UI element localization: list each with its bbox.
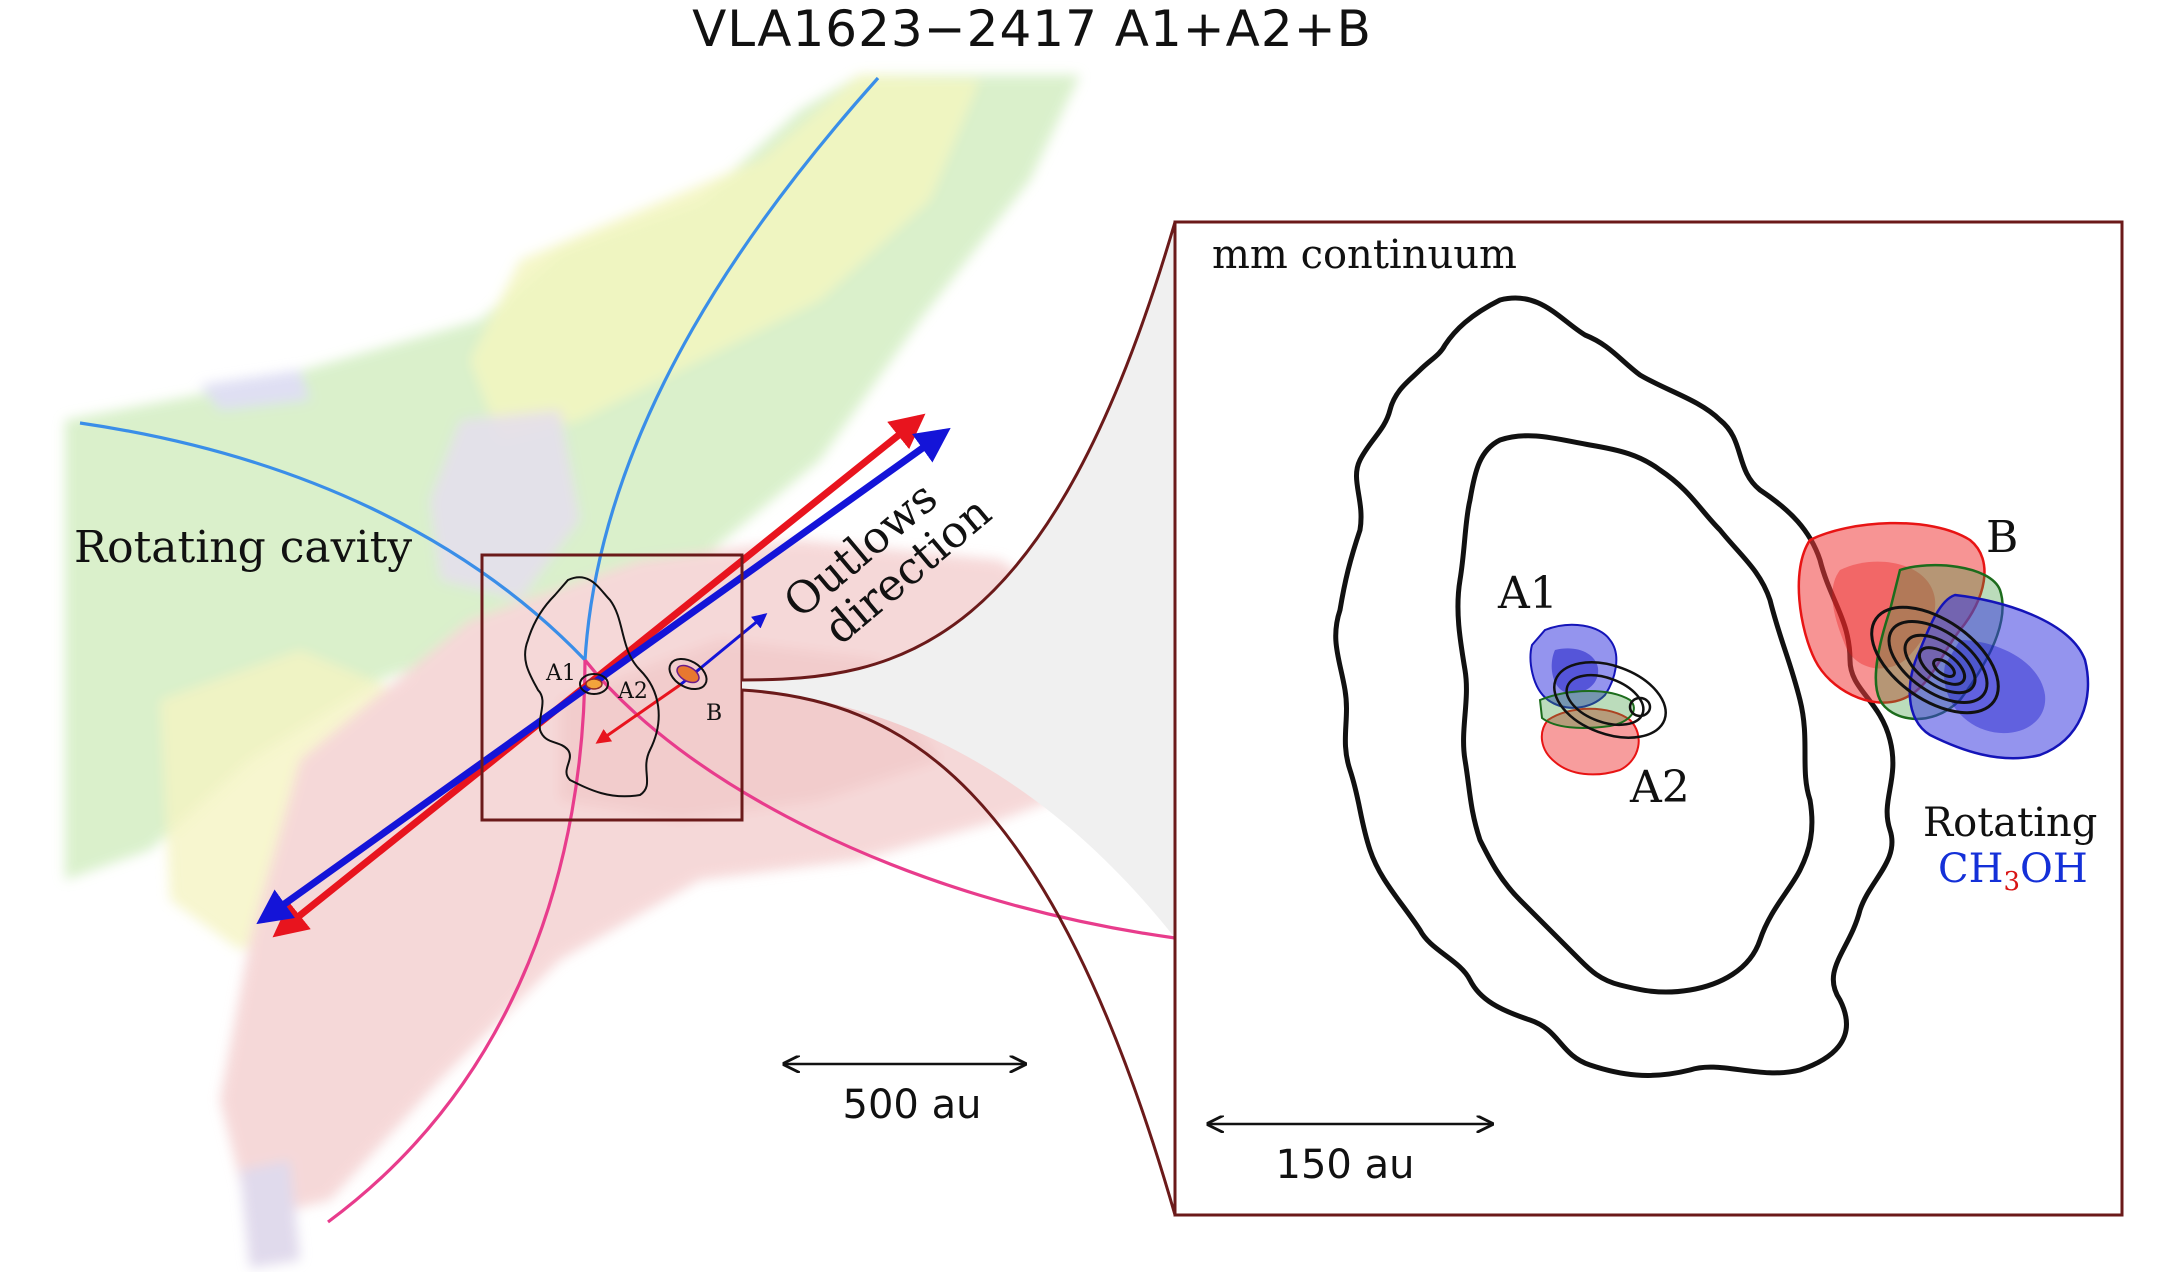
inset-source-a1-label: A1 [1497, 568, 1558, 619]
source-a2-label-left: A2 [617, 679, 648, 704]
continuum-outer-contour [1333, 295, 1896, 1078]
inset-rotating-label: Rotating [1923, 800, 2097, 846]
source-b-label-left: B [706, 701, 722, 726]
inset-source-b-label: B [1986, 512, 2018, 563]
source-b-marker [668, 657, 708, 691]
scale-bar-150au-label: 150 au [1276, 1142, 1415, 1188]
b-red-emission-inner [1832, 561, 1936, 669]
ch3oh-sub: 3 [2004, 867, 2021, 897]
zoom-connector-bottom [741, 688, 1177, 1216]
small-continuum-contour [524, 576, 660, 798]
inset-source-a2-label: A2 [1629, 762, 1690, 813]
zoom-connector-shade [742, 222, 1175, 938]
inset-ch3oh-label: CH3OH [1938, 846, 2088, 897]
ch3oh-c: CH [1938, 846, 2004, 892]
outflow-small-red-arrow [595, 683, 681, 744]
source-a1a2-marker [579, 673, 609, 695]
continuum-inner-contour [1455, 433, 1815, 995]
b-continuum-contours [1870, 605, 2000, 715]
source-a1-label-left: A1 [545, 661, 576, 686]
a1a2-green-emission [1538, 690, 1635, 729]
zoom-connector-top [741, 221, 1177, 682]
inset-continuum-label: mm continuum [1212, 232, 1517, 278]
map-purple-lower [240, 1160, 300, 1268]
map-lavender-top [200, 370, 310, 410]
scale-bar-500au-label: 500 au [843, 1082, 982, 1128]
ch3oh-oh: OH [2020, 846, 2088, 892]
a1-blue-emission-inner [1551, 648, 1599, 694]
a1a2-continuum-contours [1553, 661, 1667, 739]
rotating-cavity-label: Rotating cavity [74, 522, 412, 573]
figure-title: VLA1623−2417 A1+A2+B [692, 0, 1372, 58]
map-yellow-region [470, 75, 980, 440]
